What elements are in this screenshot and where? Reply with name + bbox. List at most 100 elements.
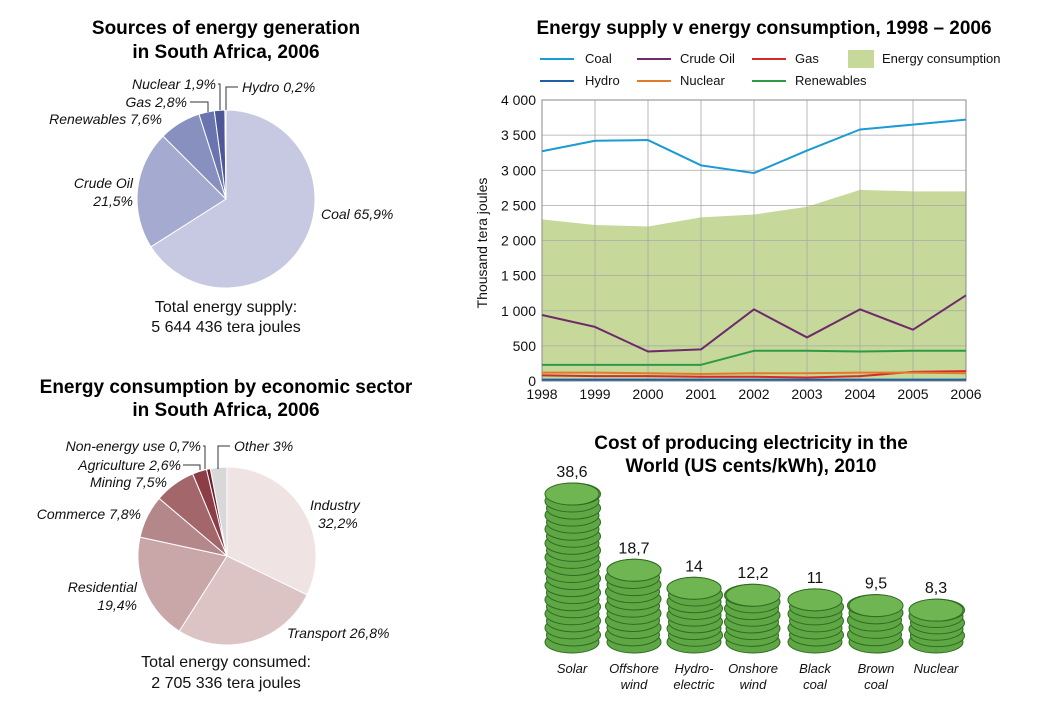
line-chart-legend: Coal Crude Oil Gas Energy consumption Hy… (540, 50, 1001, 88)
pie-sources-note-line-2: 5 644 436 tera joules (151, 319, 300, 336)
pie-sources-leader-nuclear (218, 83, 221, 110)
pie-consumption-leader-non-energy (203, 445, 206, 469)
y-tick-label: 0 (528, 373, 536, 389)
coin-stack-value-label: 11 (807, 570, 824, 587)
cost-chart-title-line-1: Cost of producing electricity in the (594, 433, 908, 454)
pie-sources-label-crude-oil-line-1: Crude Oil (74, 175, 134, 191)
coin-top (848, 594, 904, 618)
pie-sources-slice-crude (136, 135, 227, 248)
x-tick-label: 2004 (844, 386, 875, 402)
coin-stack-value-label: 18,7 (618, 540, 649, 557)
plot-frame (541, 99, 967, 382)
y-tick-label: 3 000 (501, 162, 536, 178)
y-tick-label: 4 000 (501, 92, 536, 108)
coin-stack-value-label: 14 (685, 558, 703, 575)
pie-consumption-label-industry-line-1: Industry (310, 497, 361, 513)
series-line-nuclear (542, 371, 967, 375)
legend-label-renewables: Renewables (795, 73, 867, 88)
legend-swatch-energy-consumption (848, 50, 874, 68)
coin-top (544, 482, 600, 506)
x-tick-label: 2003 (791, 386, 822, 402)
pie-sources-label-gas: Gas 2,8% (126, 94, 187, 110)
y-tick-label: 500 (513, 338, 537, 354)
pie-sources-leader-hydro (225, 86, 238, 110)
x-tick-label: 1998 (526, 386, 557, 402)
pie-sources-label-hydro: Hydro 0,2% (242, 79, 315, 95)
legend-label-nuclear: Nuclear (680, 73, 725, 88)
cost-chart-title-line-2: World (US cents/kWh), 2010 (626, 456, 877, 477)
pie-consumption-slice-industry (226, 466, 317, 596)
coin-stack-category-label: coal (864, 677, 889, 692)
pie-consumption-label-residential-line-2: 19,4% (97, 597, 137, 613)
pie-sources-slice-coal (150, 109, 316, 289)
coin-stack-hydro-electric: 14 Hydro-electric (666, 558, 723, 692)
pie-sources-note-line-1: Total energy supply: (155, 299, 297, 316)
coin-stack-value-label: 8,3 (925, 580, 947, 597)
coin-stack-category-label: Solar (557, 661, 588, 676)
pie-consumption-label-industry-line-2: 32,2% (318, 515, 358, 531)
pie-consumption-title-line-1: Energy consumption by economic sector (40, 377, 413, 398)
pie-consumption-slice-residential (137, 536, 228, 632)
pie-consumption-label-agriculture: Agriculture 2,6% (77, 457, 181, 473)
pie-sources-label-crude-oil-line-2: 21,5% (92, 193, 133, 209)
pie-sources-panel: Sources of energy generation in South Af… (49, 18, 393, 336)
pie-sources-label-renewables: Renewables 7,6% (49, 111, 162, 127)
legend-label-hydro: Hydro (585, 73, 620, 88)
coin-stack-category-label: wind (740, 677, 768, 692)
series-line-coal (541, 118, 967, 175)
pie-consumption-note-line-2: 2 705 336 tera joules (151, 675, 300, 692)
y-tick-label: 3 500 (501, 127, 536, 143)
pie-sources-title-line-2: in South Africa, 2006 (132, 42, 319, 63)
coin-top (666, 576, 722, 600)
pie-consumption-label-other: Other 3% (234, 438, 293, 454)
coin-stack-category-label: Black (799, 661, 832, 676)
coin-stack-nuclear: 8,3 Nuclear (908, 580, 965, 676)
coin-stack-category-label: electric (673, 677, 715, 692)
pie-consumption-leader-other (217, 445, 230, 469)
pie-consumption-slice-other (209, 466, 228, 557)
pie-consumption-leader-agriculture (183, 464, 201, 470)
coin-top (908, 598, 964, 622)
x-tick-label: 2005 (897, 386, 928, 402)
coin-stack-category-label: coal (803, 677, 828, 692)
pie-sources-title-line-1: Sources of energy generation (92, 18, 360, 39)
x-tick-label: 1999 (579, 386, 610, 402)
coin-stack-category-label: wind (621, 677, 649, 692)
coin-top (787, 588, 843, 612)
coin-stack-category-label: Offshore (609, 661, 659, 676)
pie-consumption-title-line-2: in South Africa, 2006 (132, 400, 319, 421)
coin-top (606, 558, 662, 582)
line-chart-title: Energy supply v energy consumption, 1998… (536, 18, 991, 39)
coin-stack-value-label: 12,2 (737, 565, 768, 582)
coin-stack-value-label: 38,6 (556, 464, 587, 481)
cost-chart-panel: Cost of producing electricity in the Wor… (544, 433, 965, 692)
series-line-crude-oil (541, 294, 967, 353)
pie-consumption-slices (137, 466, 317, 646)
pie-consumption-label-residential-line-1: Residential (68, 579, 138, 595)
y-tick-label: 2 000 (501, 233, 536, 249)
line-chart-panel: Energy supply v energy consumption, 1998… (474, 18, 1001, 402)
pie-consumption-label-mining: Mining 7,5% (90, 474, 167, 490)
pie-consumption-panel: Energy consumption by economic sector in… (37, 377, 413, 692)
pie-consumption-slice-transport (178, 555, 308, 646)
y-tick-label: 2 500 (501, 197, 536, 213)
coin-stack-value-label: 9,5 (865, 576, 887, 593)
coin-stack-category-label: Nuclear (914, 661, 959, 676)
x-tick-label: 2006 (950, 386, 981, 402)
legend-label-energy-consumption: Energy consumption (882, 51, 1001, 66)
pie-sources-label-coal: Coal 65,9% (321, 206, 393, 222)
x-tick-label: 2001 (685, 386, 716, 402)
legend-label-crude-oil: Crude Oil (680, 51, 735, 66)
y-tick-label: 1 000 (501, 303, 536, 319)
pie-consumption-label-commerce: Commerce 7,8% (37, 506, 141, 522)
legend-label-gas: Gas (795, 51, 819, 66)
pie-consumption-labels: Industry 32,2% Transport 26,8% Residenti… (37, 438, 390, 641)
pie-consumption-note-line-1: Total energy consumed: (141, 654, 311, 671)
coin-stack-category-label: Onshore (728, 661, 778, 676)
legend-label-coal: Coal (585, 51, 612, 66)
pie-sources-label-nuclear: Nuclear 1,9% (132, 76, 216, 92)
